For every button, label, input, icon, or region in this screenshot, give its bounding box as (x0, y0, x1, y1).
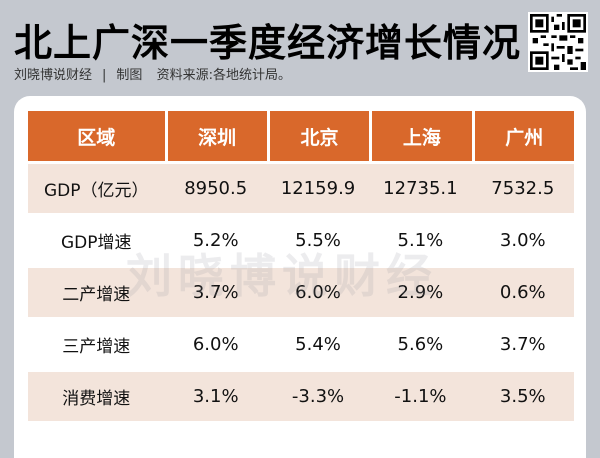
role-label: 制图 (116, 68, 143, 83)
table-cell: 5.5% (295, 230, 341, 251)
table-row: 消费增速 3.1% -3.3% -1.1% 3.5% (28, 372, 574, 421)
table-cell: 3.5% (471, 372, 574, 421)
table-cell: 6.0% (266, 268, 370, 317)
table-cell: 3.7% (164, 268, 267, 317)
table-cell: 8950.5 (164, 164, 267, 213)
column-header: 北京 (266, 111, 370, 161)
table-cell: 5.2% (192, 230, 239, 251)
table-card: 区域 深圳 北京 上海 广州 GDP（亿元） 8950.5 12159.9 12… (14, 96, 586, 458)
table-cell: -3.3% (266, 372, 370, 421)
separator: | (102, 68, 107, 83)
table-cell: 6.0% (192, 334, 239, 355)
column-header: 深圳 (164, 111, 267, 161)
author-name: 刘晓博说财经 (14, 68, 93, 83)
table-cell: 5.1% (397, 230, 444, 251)
table-row: 二产增速 3.7% 6.0% 2.9% 0.6% (28, 268, 574, 317)
row-label: GDP增速 (60, 233, 132, 253)
table-cell: 3.7% (499, 334, 546, 355)
table-row: 三产增速 6.0% 5.4% 5.6% 3.7% (28, 320, 574, 369)
table-row: GDP（亿元） 8950.5 12159.9 12735.1 7532.5 (28, 164, 574, 213)
column-header: 区域 (28, 111, 165, 161)
table-cell: 5.4% (295, 334, 341, 355)
column-header: 广州 (471, 111, 574, 161)
table-row: GDP增速 5.2% 5.5% 5.1% 3.0% (28, 216, 574, 265)
table-cell: 7532.5 (471, 164, 574, 213)
page-title: 北上广深一季度经济增长情况 (14, 21, 522, 65)
table-cell: 0.6% (471, 268, 574, 317)
row-label: 三产增速 (62, 337, 131, 357)
source-note: 资料来源:各地统计局。 (156, 68, 291, 83)
column-header: 上海 (369, 111, 472, 161)
row-label: GDP（亿元） (28, 164, 165, 213)
data-table: 区域 深圳 北京 上海 广州 GDP（亿元） 8950.5 12159.9 12… (28, 108, 574, 424)
table-cell: 12735.1 (369, 164, 472, 213)
header: 北上广深一季度经济增长情况 刘晓博说财经 | 制图 资料来源:各地统计局。 (0, 0, 600, 92)
credit-line: 刘晓博说财经 | 制图 资料来源:各地统计局。 (14, 64, 301, 83)
table-cell: 2.9% (369, 268, 472, 317)
row-label: 二产增速 (28, 268, 165, 317)
qr-code-icon (528, 12, 588, 72)
table-cell: 5.6% (397, 334, 444, 355)
table-cell: 3.0% (499, 230, 546, 251)
table-cell: -1.1% (369, 372, 472, 421)
row-label: 消费增速 (28, 372, 165, 421)
table-cell: 3.1% (164, 372, 267, 421)
table-header-row: 区域 深圳 北京 上海 广州 (28, 111, 574, 161)
table-cell: 12159.9 (266, 164, 370, 213)
